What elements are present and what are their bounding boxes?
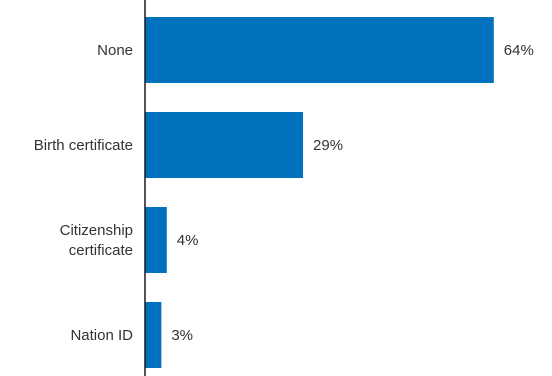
category-label-none: None [97,42,133,59]
value-labels-group: 64% 29% 4% 3% [171,42,533,344]
value-label-birth-certificate: 29% [313,137,343,154]
category-label-line: Nation ID [70,327,133,344]
value-label-nation-id: 3% [171,327,193,344]
category-label-citizenship-certificate: Citizenship certificate [60,222,133,259]
value-label-citizenship-certificate: 4% [177,232,199,249]
bars-group [145,17,494,368]
category-label-birth-certificate: Birth certificate [34,137,133,154]
bar-nation-id [145,302,162,368]
category-label-line: certificate [69,242,133,259]
category-labels-group: None Birth certificate Citizenship certific… [34,42,133,344]
category-label-line: None [97,42,133,59]
value-label-none: 64% [504,42,534,59]
category-label-line: Citizenship [60,222,133,239]
bar-birth-certificate [145,112,304,178]
bar-citizenship-certificate [145,207,167,273]
category-label-nation-id: Nation ID [70,327,133,344]
bar-none [145,17,494,83]
category-label-line: Birth certificate [34,137,133,154]
